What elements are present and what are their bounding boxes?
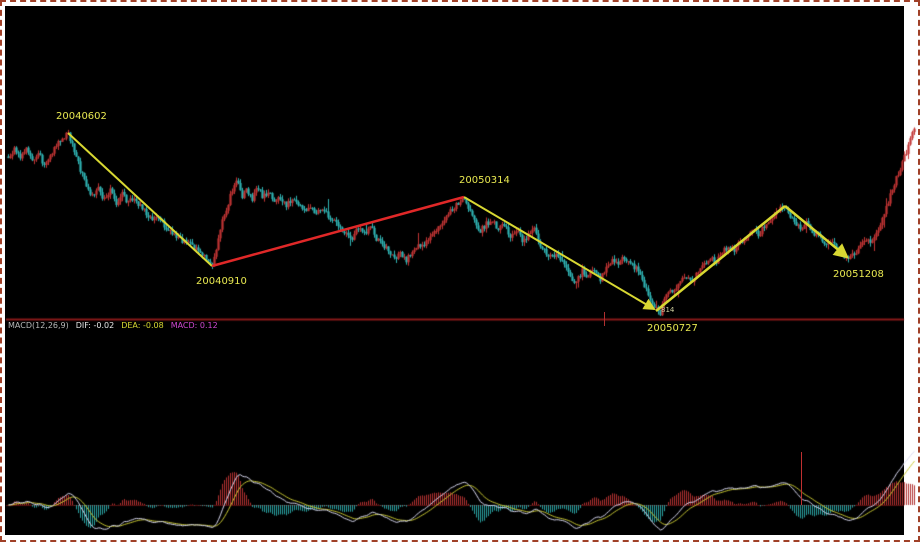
separator-tick <box>604 312 605 326</box>
indicator-macd-value: MACD: 0.12 <box>170 321 218 330</box>
trough-price-note: 814 <box>661 306 675 314</box>
trendline-segment[interactable] <box>655 205 786 312</box>
indicator-name: MACD(12,26,9) <box>8 321 69 330</box>
indicator-dea-value: DEA: -0.08 <box>121 321 164 330</box>
trendline-segment[interactable] <box>67 132 213 267</box>
macd-red-spike <box>801 452 802 505</box>
trendline-segment[interactable] <box>463 196 656 311</box>
trendline-segment[interactable] <box>211 195 465 268</box>
trendline-segment[interactable] <box>784 205 849 259</box>
indicator-readout-bar[interactable]: MACD(12,26,9) DIF: -0.02 DEA: -0.08 MACD: 0… <box>8 321 225 330</box>
indicator-dif-value: DIF: -0.02 <box>75 321 115 330</box>
